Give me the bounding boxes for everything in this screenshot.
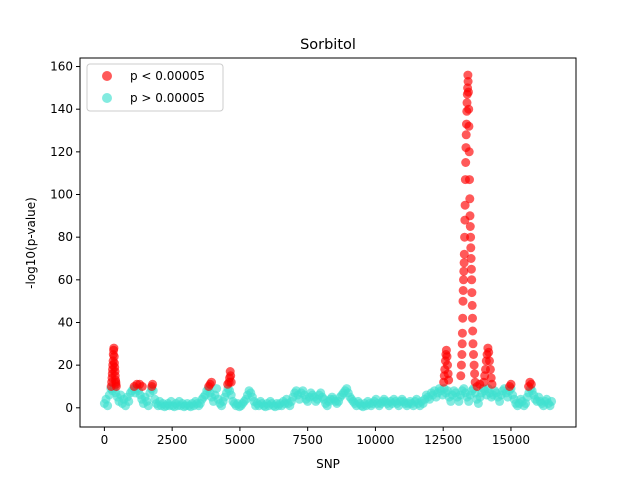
significant-point-82 (467, 275, 477, 285)
y-tick-label-6: 120 (50, 145, 73, 159)
significant-point-27 (207, 377, 216, 387)
significant-point-86 (468, 326, 478, 336)
significant-point-85 (468, 313, 477, 323)
significant-point-9 (109, 343, 119, 353)
significant-point-53 (459, 266, 469, 276)
y-axis-ticks: 0 20 40 60 80 100 120 140 160 (50, 60, 80, 415)
significant-point-102 (485, 364, 495, 374)
x-axis-ticks: 0 2500 5000 7500 10000 12500 15000 (101, 427, 530, 447)
significant-point-54 (459, 258, 469, 268)
significant-point-55 (459, 249, 469, 259)
x-tick-label-0: 0 (101, 433, 109, 447)
nonsignificant-point-69 (212, 384, 222, 394)
x-tick-label-4: 10000 (356, 433, 394, 447)
significant-point-101 (485, 356, 494, 366)
x-tick-label-1: 2500 (157, 433, 188, 447)
significant-point-89 (469, 360, 479, 370)
nonsignificant-point-275 (547, 396, 557, 406)
significant-point-81 (466, 264, 476, 274)
significant-point-49 (458, 313, 468, 323)
significant-point-90 (470, 369, 480, 379)
plot-frame (79, 57, 577, 428)
significant-point-33 (226, 377, 236, 387)
significant-point-84 (467, 300, 477, 310)
legend-label-0: p < 0.00005 (130, 69, 205, 83)
significant-point-41 (443, 360, 452, 370)
y-tick-label-2: 40 (58, 315, 73, 329)
significant-point-109 (526, 379, 536, 389)
significant-point-48 (457, 328, 467, 338)
x-tick-label-3: 7500 (292, 433, 323, 447)
nonsignificant-point-2 (103, 401, 113, 411)
significant-point-77 (465, 222, 475, 231)
significant-point-43 (444, 375, 454, 385)
significant-point-79 (466, 243, 476, 253)
y-tick-label-0: 0 (65, 401, 73, 415)
significant-point-75 (465, 194, 475, 204)
significant-point-78 (466, 232, 476, 242)
significant-point-50 (458, 296, 468, 306)
y-tick-label-7: 140 (50, 102, 73, 116)
significant-point-83 (467, 288, 477, 298)
significant-point-87 (468, 339, 478, 349)
significant-point-104 (487, 379, 497, 389)
y-tick-label-1: 20 (58, 358, 73, 372)
legend-marker-1 (102, 93, 112, 103)
x-tick-label-2: 5000 (225, 433, 256, 447)
significant-point-47 (457, 339, 467, 349)
significant-point-68 (463, 70, 473, 80)
y-tick-label-4: 80 (58, 230, 73, 244)
significant-point-42 (443, 369, 453, 379)
significant-point-52 (459, 275, 468, 285)
legend-marker-0 (102, 71, 112, 81)
significant-point-51 (458, 286, 468, 295)
y-tick-label-5: 100 (50, 188, 73, 202)
legend-label-1: p > 0.00005 (130, 91, 205, 105)
significant-point-100 (484, 347, 494, 357)
significant-point-58 (460, 200, 470, 210)
y-axis-label: -log10(p-value) (24, 197, 38, 289)
chart-title: Sorbitol (300, 37, 356, 53)
x-axis-label: SNP (316, 457, 340, 471)
points-layer (99, 70, 557, 412)
x-tick-label-6: 15000 (492, 433, 530, 447)
significant-point-73 (464, 147, 474, 157)
y-tick-label-8: 160 (50, 60, 73, 74)
y-tick-label-3: 60 (58, 273, 73, 287)
significant-point-44 (456, 371, 466, 381)
significant-point-106 (506, 379, 516, 389)
significant-point-18 (111, 382, 121, 391)
significant-point-22 (137, 382, 147, 391)
significant-point-60 (461, 158, 471, 167)
significant-point-76 (465, 211, 475, 221)
legend: p < 0.00005 p > 0.00005 (86, 63, 224, 112)
significant-point-71 (464, 104, 474, 114)
significant-point-70 (463, 87, 473, 97)
significant-point-46 (457, 350, 467, 359)
significant-point-72 (464, 121, 474, 131)
significant-point-32 (226, 371, 236, 381)
significant-point-10 (109, 352, 119, 362)
x-tick-label-5: 12500 (424, 433, 462, 447)
significant-point-74 (465, 175, 474, 185)
legend-box (86, 63, 224, 112)
significant-point-24 (148, 379, 158, 389)
nonsignificant-point-27 (143, 401, 153, 411)
significant-point-69 (463, 77, 473, 86)
significant-point-45 (456, 360, 466, 370)
significant-point-62 (461, 130, 471, 140)
significant-point-40 (442, 352, 452, 362)
nonsignificant-point-15 (124, 396, 134, 406)
significant-point-88 (469, 350, 478, 359)
significant-point-80 (466, 254, 476, 263)
